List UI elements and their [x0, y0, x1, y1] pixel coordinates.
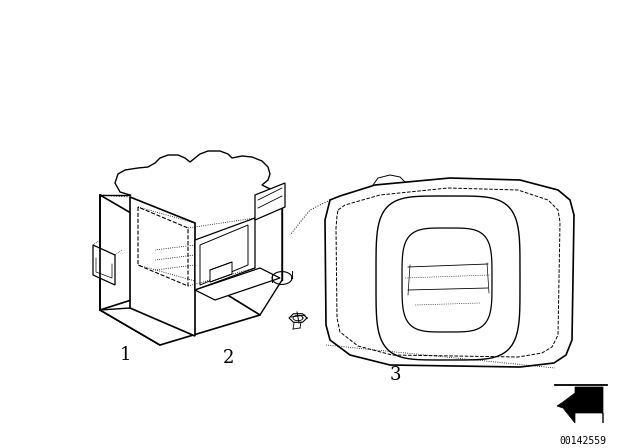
Polygon shape: [195, 268, 280, 300]
Polygon shape: [210, 262, 232, 282]
Text: 1: 1: [119, 346, 131, 364]
Polygon shape: [557, 387, 603, 423]
Text: 3: 3: [389, 366, 401, 384]
Polygon shape: [100, 278, 260, 345]
Polygon shape: [255, 183, 285, 220]
Text: 2: 2: [222, 349, 234, 367]
Polygon shape: [130, 197, 195, 336]
Polygon shape: [93, 245, 115, 285]
Polygon shape: [100, 195, 160, 345]
Text: 00142559: 00142559: [559, 436, 607, 446]
Polygon shape: [200, 225, 248, 285]
Polygon shape: [325, 178, 574, 367]
Polygon shape: [195, 218, 255, 290]
Polygon shape: [138, 207, 188, 286]
